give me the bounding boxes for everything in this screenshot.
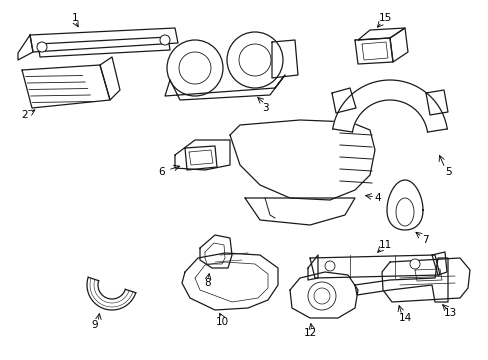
Circle shape (239, 44, 270, 76)
Circle shape (179, 52, 210, 84)
Polygon shape (164, 75, 285, 100)
Polygon shape (175, 140, 229, 170)
Polygon shape (200, 235, 231, 268)
Polygon shape (386, 180, 422, 230)
Polygon shape (332, 80, 447, 132)
Polygon shape (354, 38, 392, 64)
Text: 12: 12 (303, 328, 316, 338)
Circle shape (167, 40, 223, 96)
Polygon shape (244, 198, 354, 225)
Text: 1: 1 (72, 13, 78, 23)
Polygon shape (229, 120, 374, 200)
Polygon shape (100, 57, 120, 100)
Text: 15: 15 (378, 13, 391, 23)
Circle shape (37, 42, 47, 52)
Polygon shape (22, 65, 110, 108)
Text: 8: 8 (204, 278, 211, 288)
Polygon shape (289, 272, 357, 318)
Polygon shape (271, 40, 297, 78)
Polygon shape (354, 258, 447, 302)
Polygon shape (30, 28, 178, 52)
Circle shape (307, 282, 335, 310)
Polygon shape (309, 255, 439, 278)
Circle shape (160, 35, 170, 45)
Polygon shape (331, 88, 355, 113)
Text: 4: 4 (374, 193, 381, 203)
Ellipse shape (395, 198, 413, 226)
Polygon shape (87, 277, 136, 310)
Text: 14: 14 (398, 313, 411, 323)
Text: 3: 3 (261, 103, 268, 113)
Polygon shape (389, 28, 407, 62)
Circle shape (409, 259, 419, 269)
Text: 9: 9 (92, 320, 98, 330)
Polygon shape (431, 252, 446, 275)
Text: 13: 13 (443, 308, 456, 318)
Polygon shape (307, 255, 317, 280)
Polygon shape (357, 28, 404, 40)
Text: 6: 6 (159, 167, 165, 177)
Polygon shape (381, 258, 469, 302)
Text: 5: 5 (444, 167, 450, 177)
Text: 10: 10 (215, 317, 228, 327)
Circle shape (325, 261, 334, 271)
Text: 2: 2 (21, 110, 28, 120)
Polygon shape (18, 35, 33, 60)
Polygon shape (425, 90, 447, 115)
Polygon shape (184, 146, 217, 170)
Polygon shape (182, 253, 278, 310)
Text: 11: 11 (378, 240, 391, 250)
Text: 7: 7 (421, 235, 427, 245)
Circle shape (313, 288, 329, 304)
Circle shape (226, 32, 283, 88)
